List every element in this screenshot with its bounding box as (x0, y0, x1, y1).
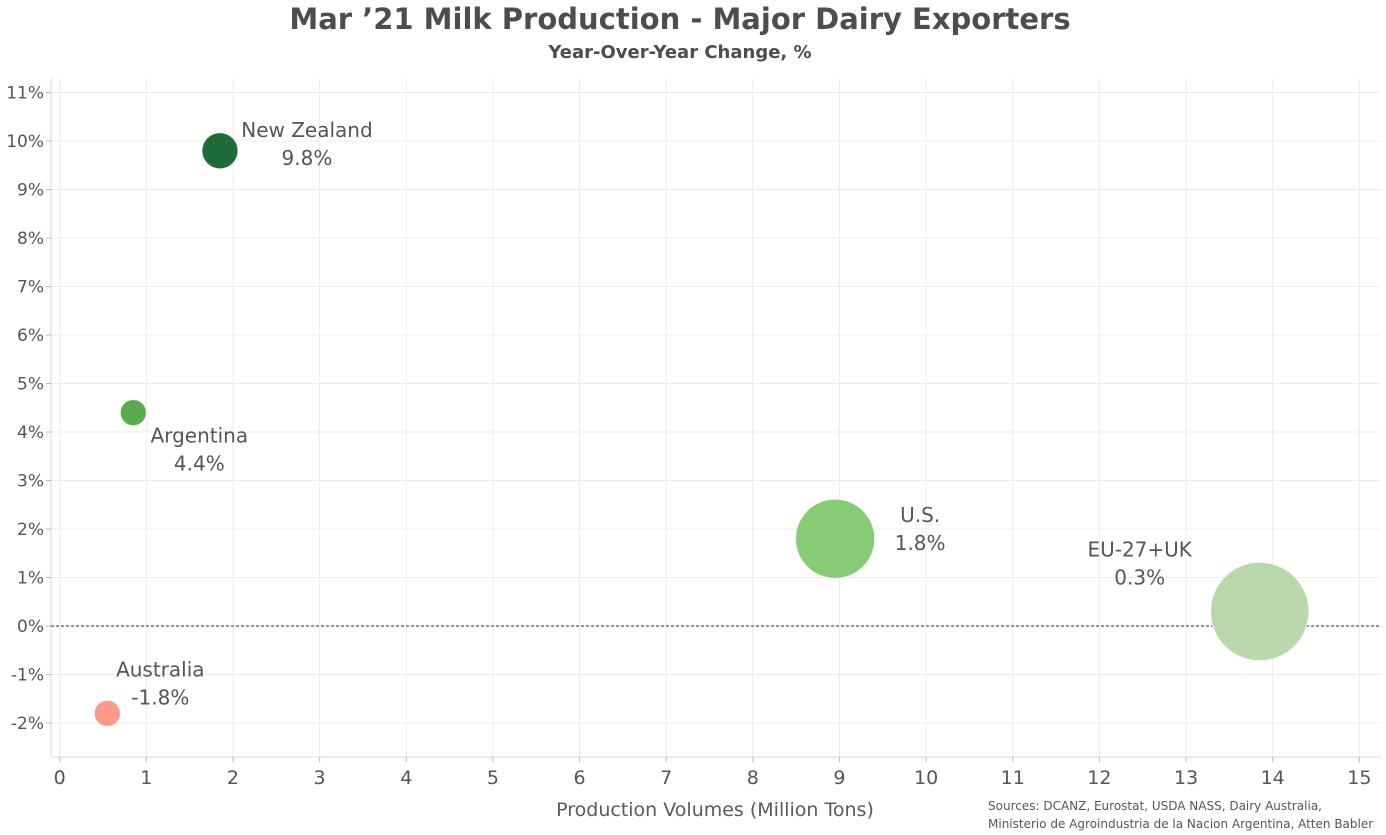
chart-title: Mar ’21 Milk Production - Major Dairy Ex… (289, 2, 1071, 36)
point-value-label: 1.8% (895, 531, 946, 555)
x-tick-label: 13 (1174, 767, 1198, 789)
point-value-label: 9.8% (282, 146, 333, 170)
x-tick-label: 8 (747, 767, 759, 789)
y-tick-label: 5% (17, 375, 44, 395)
point-value-label: 0.3% (1114, 566, 1165, 590)
y-tick-label: 9% (17, 181, 44, 201)
grid-layer (51, 78, 1381, 757)
x-tick-label: 14 (1261, 767, 1285, 789)
point-value-label: 4.4% (174, 452, 225, 476)
bubble-new-zealand (201, 132, 239, 170)
x-tick-label: 9 (833, 767, 845, 789)
x-tick-label: 12 (1087, 767, 1111, 789)
y-tick-label: 6% (17, 326, 44, 346)
y-tick-label: 0% (17, 617, 44, 637)
source-note: Sources: DCANZ, Eurostat, USDA NASS, Dai… (988, 797, 1384, 833)
point-name-label: EU-27+UK (1087, 538, 1192, 562)
bubble-australia (93, 699, 121, 727)
x-tick-label: 0 (54, 767, 66, 789)
point-name-label: U.S. (900, 503, 940, 527)
point-value-label: -1.8% (131, 685, 189, 709)
bubble-u-s- (795, 498, 876, 579)
point-name-label: Argentina (151, 424, 249, 448)
axis-layer: -2%-1%0%1%2%3%4%5%6%7%8%9%10%11%0 1 2 3 4 5 6 7… (6, 78, 1381, 789)
x-tick-label: 15 (1347, 767, 1371, 789)
point-name-label: New Zealand (241, 118, 372, 142)
point-name-label: Australia (116, 657, 204, 681)
source-line-2: Ministerio de Agroindustria de la Nacion… (988, 817, 1374, 831)
bubble-eu-27-uk (1210, 561, 1310, 662)
y-tick-label: 7% (17, 278, 44, 298)
y-tick-label: 11% (6, 84, 44, 104)
source-line-1: Sources: DCANZ, Eurostat, USDA NASS, Dai… (988, 799, 1322, 813)
x-tick-label: 3 (314, 767, 326, 789)
bubble-argentina (119, 399, 147, 427)
x-tick-label: 1 (140, 767, 152, 789)
x-tick-label: 5 (487, 767, 499, 789)
chart-subtitle: Year-Over-Year Change, % (548, 42, 812, 63)
x-tick-label: 4 (400, 767, 412, 789)
y-tick-label: -1% (11, 666, 44, 686)
x-tick-label: 6 (573, 767, 585, 789)
x-tick-label: 10 (914, 767, 938, 789)
y-tick-label: 8% (17, 229, 44, 249)
label-layer: New Zealand 9.8% Argentina 4.4% U.S. 1.8% EU-2… (116, 118, 1193, 710)
point-layer (93, 132, 1310, 727)
y-tick-label: -2% (11, 714, 44, 734)
x-axis-title: Production Volumes (Million Tons) (556, 799, 874, 821)
y-tick-label: 2% (17, 520, 44, 540)
x-tick-label: 2 (227, 767, 239, 789)
x-tick-label: 11 (1001, 767, 1025, 789)
y-tick-label: 4% (17, 423, 44, 443)
y-tick-label: 3% (17, 472, 44, 492)
x-tick-label: 7 (660, 767, 672, 789)
y-tick-label: 1% (17, 569, 44, 589)
y-tick-label: 10% (6, 132, 44, 152)
